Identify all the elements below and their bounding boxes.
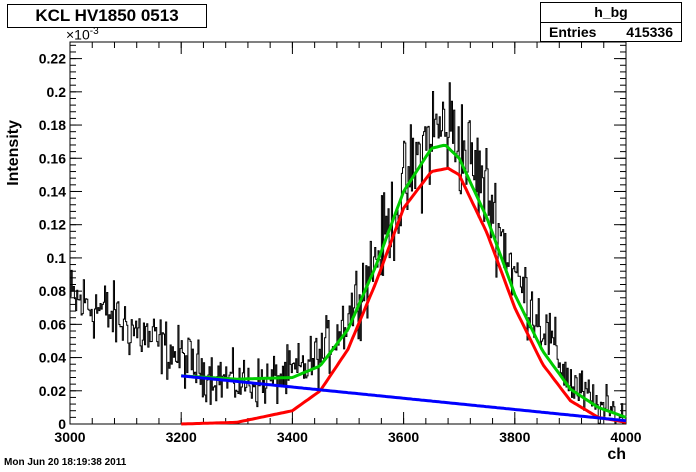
- x-axis-label: ch: [607, 446, 626, 463]
- x-tick-label: 3400: [277, 429, 308, 445]
- y-tick-label: 0.2: [47, 84, 67, 100]
- y-axis-label: Intensity: [5, 120, 22, 186]
- y-multiplier-exponent: -3: [89, 26, 99, 37]
- axes: 0 0.02 0.04 0.06 0.08 0.1 0.12 0.14 0.16 0.18 0.2 0…: [39, 41, 642, 445]
- y-tick-label: 0.04: [39, 350, 66, 366]
- stats-entries-row: Entries 415336: [541, 23, 681, 42]
- stats-histogram-name: h_bg: [541, 3, 681, 23]
- peak-fit-curve: [181, 166, 627, 426]
- y-tick-label: 0.12: [39, 217, 66, 233]
- x-tick-label: 3000: [54, 429, 85, 445]
- stats-box: h_bg Entries 415336: [540, 2, 682, 42]
- y-tick-label: 0.18: [39, 117, 66, 133]
- stats-entries-label: Entries: [549, 24, 597, 40]
- y-tick-label: 0.1: [47, 250, 67, 266]
- y-tick-label: 0.08: [39, 283, 66, 299]
- total-fit-curve: [181, 143, 627, 419]
- stats-entries-value: 415336: [626, 24, 673, 40]
- histogram-series: [70, 82, 626, 424]
- x-tick-label: 4000: [610, 429, 641, 445]
- chart-title: KCL HV1850 0513: [7, 4, 207, 28]
- series-group: [70, 82, 627, 426]
- y-tick-label: 0: [58, 416, 66, 432]
- y-tick-label: 0.22: [39, 51, 66, 67]
- x-tick-label: 3800: [499, 429, 530, 445]
- background-fit-curve: [180, 374, 627, 423]
- x-tick-label: 3200: [166, 429, 197, 445]
- y-tick-label: 0.06: [39, 316, 66, 332]
- y-tick-label: 0.02: [39, 383, 66, 399]
- x-tick-label: 3600: [388, 429, 419, 445]
- y-tick-label: 0.14: [39, 183, 66, 199]
- y-multiplier-base: ×10: [66, 26, 90, 43]
- y-tick-label: 0.16: [39, 150, 66, 166]
- plot-frame: [69, 41, 627, 425]
- timestamp: Mon Jun 20 18:19:38 2011: [4, 457, 127, 468]
- y-axis-multiplier: ×10-3: [66, 26, 99, 43]
